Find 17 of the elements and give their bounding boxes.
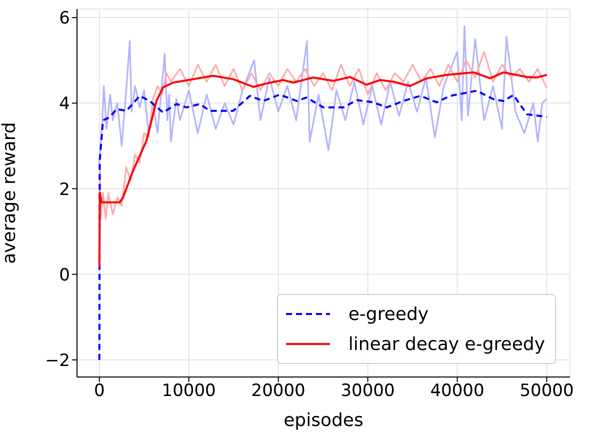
legend-label: e-greedy [348,304,429,324]
x-tick-label: 20000 [251,381,306,402]
line-series [98,25,548,164]
y-tick-label: 4 [59,94,70,114]
x-tick-label: 50000 [520,381,574,402]
y-tick-label: −2 [44,350,70,371]
line-series [98,90,548,361]
x-tick-label: 30000 [340,381,395,402]
x-tick-label: 40000 [430,381,484,402]
y-tick-label: 0 [59,265,70,286]
y-tick-label: 6 [59,8,70,29]
x-tick-label: 0 [94,381,105,402]
x-tick-label: 10000 [162,381,216,402]
x-axis-title: episodes [282,410,364,432]
y-axis-title: average reward [0,122,21,264]
legend-label: linear decay e-greedy [348,334,545,354]
y-tick-label: 2 [59,180,70,200]
